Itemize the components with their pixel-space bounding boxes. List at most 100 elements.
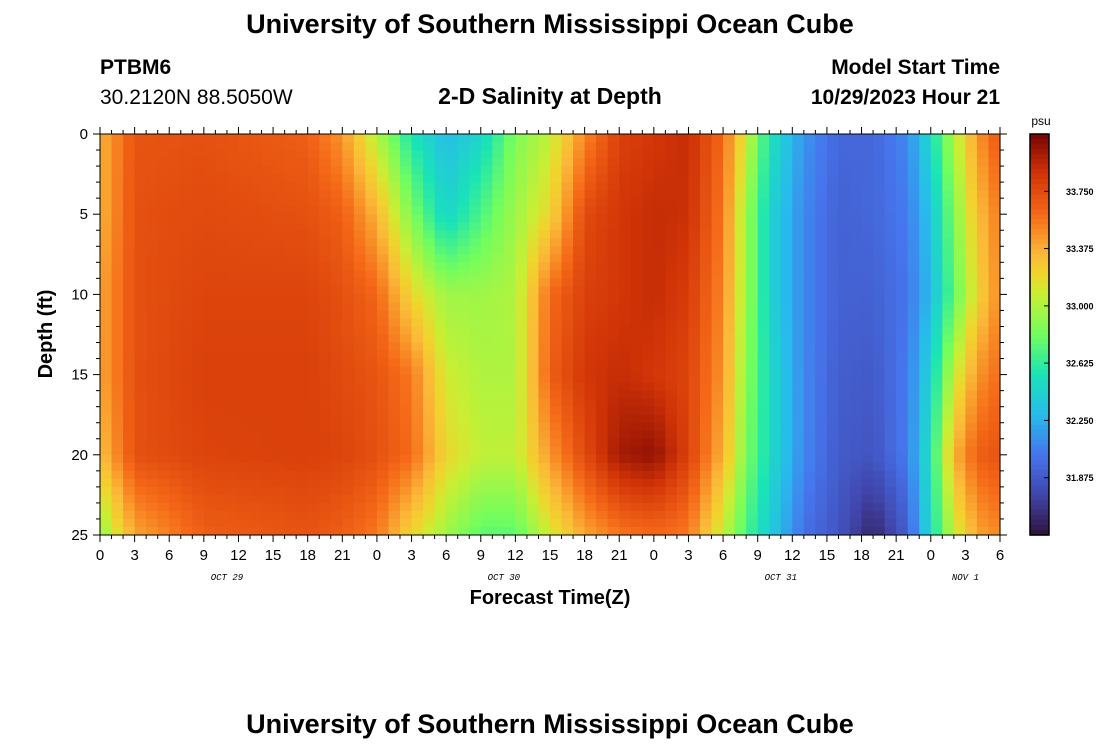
heatmap-cell bbox=[734, 246, 747, 255]
heatmap-cell bbox=[746, 430, 759, 440]
heatmap-cell bbox=[607, 294, 620, 304]
heatmap-cell bbox=[169, 510, 182, 520]
heatmap-cell bbox=[780, 430, 793, 440]
heatmap-cell bbox=[873, 302, 886, 312]
heatmap-cell bbox=[330, 398, 343, 408]
heatmap-cell bbox=[180, 326, 193, 336]
heatmap-cell bbox=[619, 446, 632, 456]
heatmap-cell bbox=[746, 326, 759, 336]
heatmap-cell bbox=[976, 286, 990, 295]
heatmap-cell bbox=[988, 374, 1001, 384]
heatmap-cell bbox=[988, 230, 1001, 239]
heatmap-cell bbox=[734, 462, 747, 472]
heatmap-cell bbox=[665, 238, 678, 247]
heatmap-cell bbox=[976, 494, 990, 504]
heatmap-cell bbox=[492, 438, 505, 448]
heatmap-cell bbox=[665, 326, 678, 336]
heatmap-cell bbox=[169, 214, 182, 223]
heatmap-cell bbox=[746, 342, 759, 352]
heatmap-cell bbox=[653, 238, 666, 247]
heatmap-cell bbox=[550, 446, 563, 456]
heatmap-cell bbox=[238, 494, 251, 504]
heatmap-cell bbox=[492, 166, 505, 175]
heatmap-cell bbox=[930, 182, 943, 191]
heatmap-cell bbox=[469, 518, 482, 528]
heatmap-cell bbox=[284, 326, 297, 336]
heatmap-cell bbox=[919, 158, 932, 167]
heatmap-cell bbox=[907, 486, 920, 496]
heatmap-cell bbox=[826, 166, 840, 175]
heatmap-cell bbox=[503, 278, 516, 287]
heatmap-cell bbox=[561, 214, 574, 223]
heatmap-cell bbox=[665, 166, 678, 175]
heatmap-cell bbox=[353, 414, 366, 424]
heatmap-cell bbox=[203, 510, 216, 520]
heatmap-cell bbox=[400, 486, 413, 496]
heatmap-cell bbox=[492, 286, 505, 295]
heatmap-cell bbox=[100, 262, 113, 271]
heatmap-cell bbox=[100, 350, 113, 360]
heatmap-cell bbox=[226, 158, 240, 167]
heatmap-cell bbox=[192, 342, 205, 352]
heatmap-cell bbox=[376, 190, 390, 199]
heatmap-cell bbox=[884, 302, 897, 312]
heatmap-cell bbox=[665, 470, 678, 480]
heatmap-cell bbox=[319, 526, 332, 536]
heatmap-cell bbox=[492, 470, 505, 480]
heatmap-cell bbox=[376, 318, 390, 328]
heatmap-cell bbox=[296, 454, 309, 464]
heatmap-cell bbox=[111, 198, 124, 207]
heatmap-cell bbox=[353, 286, 366, 295]
heatmap-cell bbox=[284, 190, 297, 199]
heatmap-cell bbox=[100, 422, 113, 432]
heatmap-cell bbox=[630, 526, 643, 536]
heatmap-cell bbox=[157, 486, 170, 496]
heatmap-cell bbox=[988, 174, 1001, 183]
heatmap-cell bbox=[769, 166, 782, 175]
heatmap-cell bbox=[561, 390, 574, 400]
heatmap-cell bbox=[746, 422, 759, 432]
heatmap-cell bbox=[376, 270, 390, 279]
heatmap-cell bbox=[838, 430, 851, 440]
colorbar-segment bbox=[1030, 189, 1049, 195]
heatmap-cell bbox=[815, 302, 828, 312]
heatmap-cell bbox=[734, 174, 747, 183]
heatmap-cell bbox=[503, 238, 516, 247]
heatmap-cell bbox=[746, 198, 759, 207]
heatmap-cell bbox=[850, 198, 863, 207]
heatmap-cell bbox=[538, 438, 551, 448]
heatmap-cell bbox=[838, 262, 851, 271]
heatmap-cell bbox=[561, 454, 574, 464]
heatmap-cell bbox=[803, 270, 816, 279]
heatmap-cell bbox=[111, 462, 124, 472]
heatmap-cell bbox=[803, 350, 816, 360]
heatmap-cell bbox=[734, 390, 747, 400]
heatmap-cell bbox=[550, 142, 563, 151]
colorbar-segment bbox=[1030, 464, 1049, 471]
heatmap-cell bbox=[134, 374, 147, 384]
heatmap-cell bbox=[330, 454, 343, 464]
heatmap-cell bbox=[446, 222, 459, 231]
heatmap-cell bbox=[861, 406, 874, 416]
heatmap-cell bbox=[446, 398, 459, 408]
heatmap-cell bbox=[273, 446, 286, 456]
heatmap-cell bbox=[780, 158, 793, 167]
heatmap-cell bbox=[723, 470, 736, 480]
heatmap-cell bbox=[676, 518, 690, 528]
heatmap-cell bbox=[803, 310, 816, 320]
heatmap-cell bbox=[769, 422, 782, 432]
heatmap-cell bbox=[388, 342, 401, 352]
heatmap-cell bbox=[226, 494, 240, 504]
heatmap-cell bbox=[469, 526, 482, 536]
heatmap-cell bbox=[665, 334, 678, 344]
heatmap-cell bbox=[273, 470, 286, 480]
heatmap-cell bbox=[215, 390, 228, 400]
heatmap-cell bbox=[238, 214, 251, 223]
heatmap-cell bbox=[492, 446, 505, 456]
heatmap-cell bbox=[526, 270, 540, 279]
heatmap-cell bbox=[757, 390, 770, 400]
heatmap-cell bbox=[480, 526, 493, 536]
heatmap-cell bbox=[780, 358, 793, 368]
heatmap-cell bbox=[261, 302, 274, 312]
heatmap-cell bbox=[584, 294, 597, 304]
